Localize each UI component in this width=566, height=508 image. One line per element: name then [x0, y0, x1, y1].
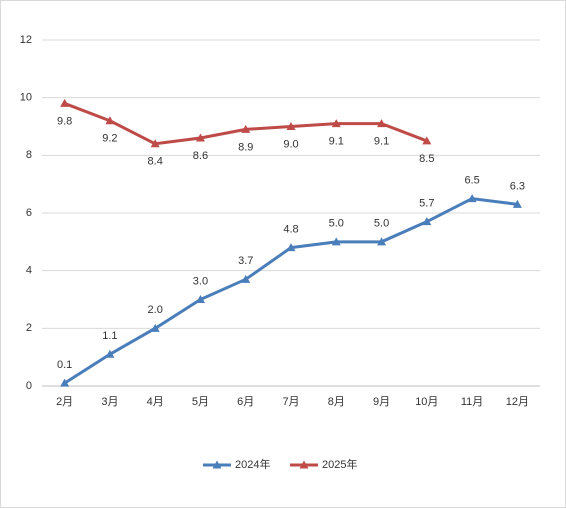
- marker: [105, 116, 115, 125]
- y-tick-label: 12: [20, 34, 32, 46]
- data-label: 5.0: [329, 218, 344, 230]
- data-label: 9.8: [57, 115, 72, 127]
- data-label: 1.1: [102, 330, 117, 342]
- marker: [150, 323, 160, 332]
- data-label: 6.5: [464, 174, 479, 186]
- y-tick-label: 2: [26, 322, 32, 334]
- data-label: 9.1: [374, 136, 389, 148]
- y-tick-label: 8: [26, 149, 32, 161]
- marker: [331, 119, 341, 128]
- data-label: 9.2: [102, 133, 117, 145]
- legend-label: 2024年: [235, 457, 270, 471]
- marker: [286, 122, 296, 130]
- data-label: 3.7: [238, 255, 253, 267]
- y-tick-label: 4: [26, 265, 32, 277]
- marker: [422, 136, 432, 145]
- marker: [467, 194, 477, 203]
- x-tick-label: 4月: [147, 396, 164, 408]
- x-tick-label: 12月: [506, 396, 529, 408]
- legend-marker: [212, 460, 222, 469]
- x-tick-label: 6月: [237, 396, 254, 408]
- data-label: 8.5: [419, 153, 434, 165]
- marker: [195, 295, 205, 303]
- x-tick-label: 9月: [373, 396, 390, 408]
- data-label: 9.1: [329, 136, 344, 148]
- marker: [241, 274, 251, 283]
- data-label: 4.8: [283, 224, 298, 236]
- marker: [331, 237, 341, 246]
- marker: [241, 124, 251, 133]
- y-tick-label: 0: [26, 380, 32, 392]
- x-tick-label: 2月: [56, 396, 73, 408]
- data-label: 8.9: [238, 141, 253, 153]
- y-tick-label: 6: [26, 207, 32, 219]
- data-label: 5.7: [419, 198, 434, 210]
- y-tick-label: 10: [20, 92, 32, 104]
- x-tick-label: 3月: [101, 396, 118, 408]
- data-label: 2.0: [148, 304, 163, 316]
- legend-marker: [299, 460, 309, 469]
- data-label: 3.0: [193, 275, 208, 287]
- data-label: 0.1: [57, 359, 72, 371]
- x-tick-label: 7月: [282, 396, 299, 408]
- x-tick-label: 5月: [192, 396, 209, 408]
- data-label: 8.6: [193, 150, 208, 162]
- legend-label: 2025年: [322, 457, 357, 471]
- marker: [60, 98, 70, 107]
- data-label: 6.3: [510, 180, 525, 192]
- data-label: 5.0: [374, 218, 389, 230]
- x-tick-label: 10月: [415, 396, 438, 408]
- data-label: 9.0: [283, 138, 298, 150]
- marker: [105, 349, 115, 358]
- x-tick-label: 8月: [328, 396, 345, 408]
- marker: [286, 243, 296, 252]
- marker: [195, 133, 205, 142]
- marker: [150, 139, 160, 148]
- data-label: 8.4: [148, 156, 163, 168]
- marker: [377, 237, 387, 246]
- marker: [60, 378, 70, 387]
- x-tick-label: 11月: [461, 396, 483, 408]
- marker: [377, 119, 387, 128]
- marker: [512, 199, 522, 208]
- marker: [422, 217, 432, 226]
